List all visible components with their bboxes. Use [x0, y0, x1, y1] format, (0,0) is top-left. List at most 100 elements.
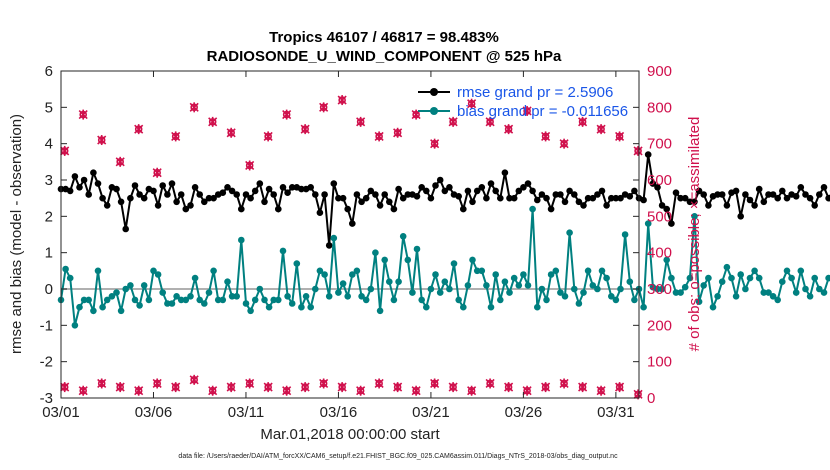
nobs-low-marker: [633, 389, 643, 400]
y-tick-label: 3: [45, 172, 53, 189]
bias-point: [302, 293, 310, 300]
rmse-point: [205, 194, 213, 202]
bias-point: [723, 263, 731, 271]
chart-title: Tropics 46107 / 46817 = 98.483%: [269, 29, 499, 46]
bias-point: [547, 271, 555, 278]
rmse-point: [367, 187, 375, 195]
nobs-low-marker: [78, 385, 88, 396]
rmse-point: [612, 194, 620, 202]
bias-point: [113, 289, 120, 296]
rmse-point: [820, 184, 828, 191]
bias-point: [681, 283, 689, 291]
y2-tick-label: 900: [647, 63, 672, 80]
bias-point: [460, 303, 467, 311]
bias-point: [173, 293, 180, 300]
bias-point: [201, 300, 208, 307]
x-tick-label: 03/11: [228, 404, 264, 421]
rmse-point: [446, 184, 453, 191]
bias-point: [603, 274, 610, 282]
rmse-point: [811, 202, 818, 209]
nobs-low-marker: [541, 382, 551, 393]
bias-point: [487, 303, 495, 311]
nobs-possible-marker: [226, 127, 236, 138]
nobs-possible-marker: [633, 145, 643, 156]
bias-point: [691, 213, 698, 220]
rmse-point: [233, 191, 240, 198]
rmse-point: [228, 187, 236, 195]
rmse-point: [94, 180, 102, 187]
rmse-point: [288, 184, 296, 191]
rmse-point: [779, 187, 786, 195]
x-axis: 03/01 03/06 03/11 03/16 03/21 03/26 03/31: [42, 71, 635, 421]
bias-point: [478, 267, 486, 275]
nobs-low-marker: [171, 382, 181, 393]
rmse-point: [131, 182, 139, 189]
bias-point: [640, 303, 647, 311]
rmse-point: [543, 194, 550, 202]
rmse-point: [668, 220, 675, 227]
bias-point: [349, 271, 356, 278]
y2-axis-label: # of obs: o=possible; ×=assimilated: [686, 117, 703, 352]
y-tick-label: -1: [40, 317, 53, 334]
bias-point: [284, 293, 291, 300]
rmse-point: [136, 191, 143, 198]
bias-point: [409, 289, 416, 296]
rmse-point: [251, 187, 259, 195]
nobs-possible-marker: [541, 131, 551, 142]
x-tick-label: 03/26: [505, 404, 543, 421]
bias-point: [654, 285, 661, 293]
bias-point: [367, 285, 375, 293]
bias-point: [483, 282, 490, 289]
rmse-point: [182, 205, 190, 213]
nobs-low-marker: [319, 378, 329, 389]
bias-point: [672, 289, 680, 296]
bias-point: [677, 289, 684, 296]
rmse-point: [164, 191, 171, 198]
bias-point: [94, 267, 102, 275]
nobs-possible-marker: [374, 131, 384, 142]
rmse-point: [265, 185, 273, 193]
nobs-possible-marker: [393, 127, 403, 138]
bias-point: [288, 300, 296, 307]
y-tick-label: 1: [45, 245, 53, 262]
rmse-point: [316, 209, 324, 216]
bias-point: [589, 282, 597, 289]
rmse-point: [552, 191, 560, 198]
rmse-point: [700, 191, 707, 198]
bias-point: [404, 256, 412, 264]
rmse-point: [806, 194, 814, 202]
rmse-point: [732, 187, 740, 195]
nobs-low-marker: [245, 378, 255, 389]
nobs-low-marker: [578, 382, 588, 393]
nobs-low-marker: [430, 378, 440, 389]
y-tick-label: 0: [45, 281, 53, 298]
rmse-point: [150, 187, 157, 195]
rmse-point: [441, 187, 449, 195]
nobs-possible-marker: [78, 109, 88, 120]
bias-point: [705, 274, 712, 282]
rmse-point: [783, 194, 791, 202]
bias-point: [464, 282, 472, 289]
rmse-point: [270, 191, 278, 198]
x-tick-label: 03/06: [135, 404, 173, 421]
x-tick-label: 03/31: [597, 404, 635, 421]
bias-point: [732, 293, 740, 300]
rmse-point: [802, 191, 809, 198]
bias-point: [746, 274, 754, 282]
bias-point: [270, 296, 278, 304]
bias-point: [321, 271, 328, 278]
rmse-point: [381, 191, 389, 198]
bias-point: [621, 231, 629, 238]
nobs-low-marker: [226, 382, 236, 393]
rmse-point: [168, 180, 176, 187]
bias-point: [709, 303, 717, 311]
rmse-point: [90, 169, 97, 176]
legend-bias-label: bias grand pr = -0.011656: [457, 103, 628, 120]
rmse-point: [418, 184, 426, 191]
nobs-possible-marker: [337, 95, 347, 106]
bias-point: [515, 282, 523, 289]
rmse-point: [349, 220, 356, 227]
bias-point: [191, 274, 199, 282]
rmse-point: [423, 187, 430, 195]
